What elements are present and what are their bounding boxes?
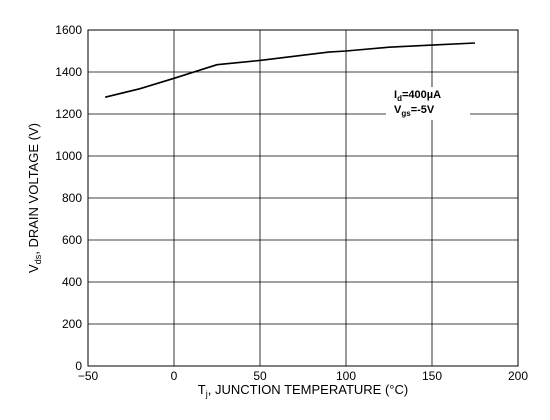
tick-labels: −50 0 50 100 150 2000200400600800100012001400… [55,23,528,383]
x-tick-label: 150 [422,369,442,383]
x-tick-label: 50 [253,369,267,383]
x-tick-label: 100 [336,369,356,383]
x-axis-title: Tj, JUNCTION TEMPERATURE (°C) [198,382,408,399]
y-tick-label: 1000 [55,149,82,163]
y-axis-title-rest: , DRAIN VOLTAGE (V) [26,123,41,255]
y-axis-title-sub: ds [33,254,43,264]
x-tick-label: 200 [508,369,528,383]
plot-frame [87,29,519,367]
grid [87,29,519,367]
annotation-line: Id=400µA [394,89,441,103]
y-tick-label: 600 [62,233,82,247]
x-tick-label: −50 [78,369,99,383]
annotation-background [386,87,470,120]
x-axis-title-main: T [198,382,206,397]
y-tick-label: 400 [62,275,82,289]
y-axis-title: Vds, DRAIN VOLTAGE (V) [26,123,43,273]
x-axis-title-rest: , JUNCTION TEMPERATURE (°C) [208,382,408,397]
y-tick-label: 0 [75,359,82,373]
y-tick-label: 200 [62,317,82,331]
x-tick-label: 0 [171,369,178,383]
y-tick-label: 1400 [55,65,82,79]
y-tick-label: 1600 [55,23,82,37]
series-line-0 [105,42,476,98]
x-axis-title-sub: j [205,389,208,399]
annotation-line: Vgs=-5V [394,104,435,118]
y-axis-title-main: V [26,264,41,273]
y-tick-label: 1200 [55,107,82,121]
y-tick-label: 800 [62,191,82,205]
series [105,42,476,98]
